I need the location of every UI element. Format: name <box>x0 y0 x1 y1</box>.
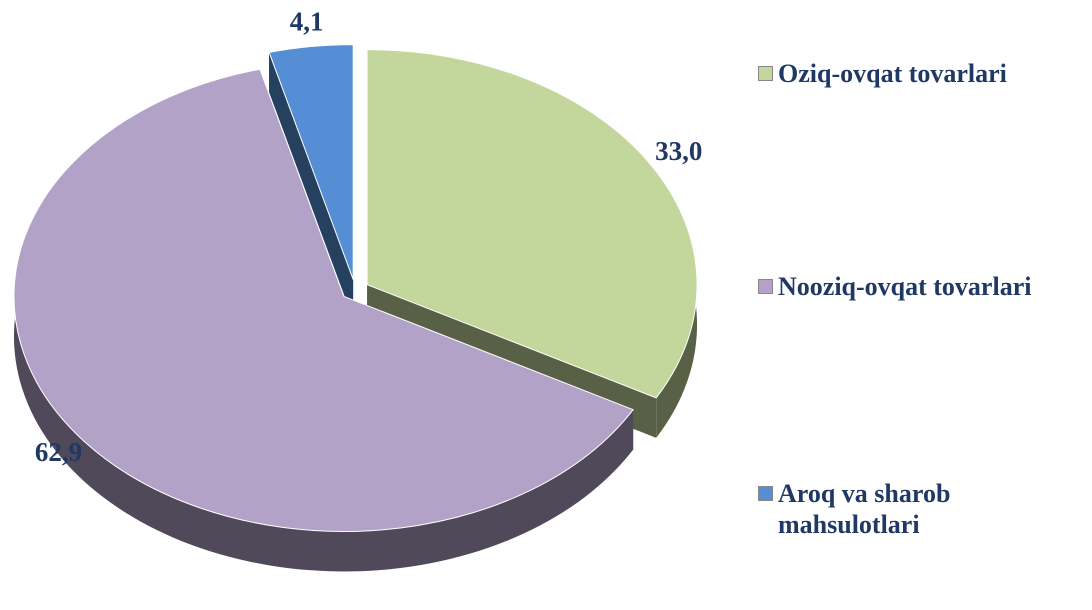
slice-wall <box>269 52 354 320</box>
legend-swatch <box>758 279 773 294</box>
legend-swatch <box>758 66 773 81</box>
data-label: 33,0 <box>655 136 702 166</box>
legend-label: Oziq-ovqat tovarlari <box>778 59 1007 88</box>
data-label: 62,9 <box>35 437 82 467</box>
legend-item: Oziq-ovqat tovarlari <box>758 58 1007 89</box>
legend-item: Nooziq-ovqat tovarlari <box>758 271 1031 302</box>
data-label: 4,1 <box>290 7 324 37</box>
pie-slice <box>268 44 354 280</box>
pie-slice <box>366 49 698 399</box>
legend-item: Aroq va sharob mahsulotlari <box>758 478 998 540</box>
pie-plot: 33,0 62,9 4,1 <box>13 7 702 572</box>
pie-slice <box>13 68 634 532</box>
legend-label: Aroq va sharob mahsulotlari <box>778 479 951 539</box>
legend-swatch <box>758 486 773 501</box>
legend-label: Nooziq-ovqat tovarlari <box>778 272 1032 301</box>
